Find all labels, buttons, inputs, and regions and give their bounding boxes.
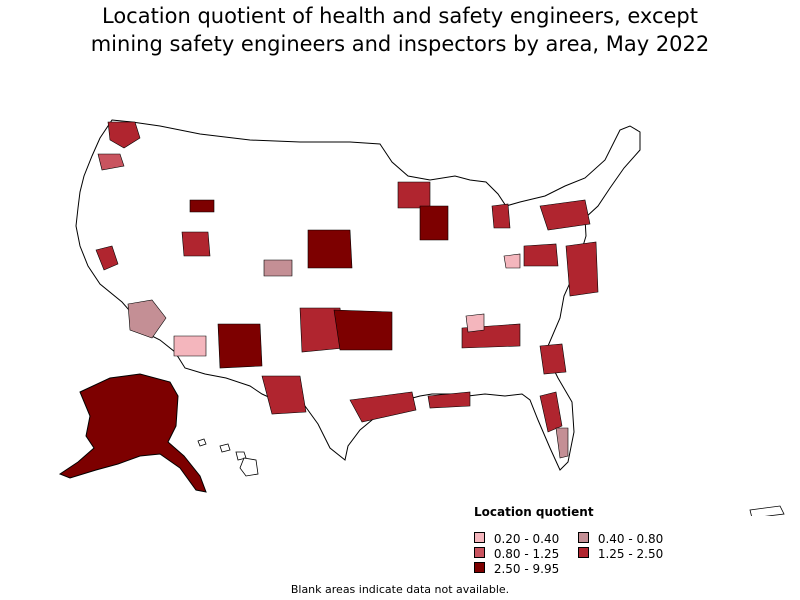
hawaii	[197, 438, 259, 477]
region-gulf-coast	[427, 391, 471, 409]
legend-swatch-2	[474, 547, 485, 558]
legend-label-0: 0.20 - 0.40	[493, 531, 560, 546]
region-nevada-west	[95, 245, 119, 271]
region-texas-coast	[349, 391, 417, 423]
region-kansas-west	[307, 229, 353, 269]
region-oklahoma	[333, 309, 393, 351]
us-map-svg	[58, 119, 785, 519]
legend-item-1: 0.40 - 0.80	[578, 531, 664, 546]
legend-label-1: 0.40 - 0.80	[597, 531, 664, 546]
legend-item-0: 0.20 - 0.40	[474, 531, 560, 546]
region-oregon-north	[97, 153, 125, 171]
footnote: Blank areas indicate data not available.	[290, 583, 510, 596]
region-south-carolina	[539, 343, 567, 375]
legend: Location quotient 0.20 - 0.40 0.40 - 0.8…	[470, 505, 710, 577]
region-ohio-light	[503, 253, 521, 269]
region-new-mexico	[217, 323, 263, 369]
region-california-south	[127, 299, 167, 339]
legend-swatch-4	[474, 562, 485, 573]
legend-swatch-3	[578, 547, 589, 558]
legend-label-2: 0.80 - 1.25	[493, 546, 560, 561]
legend-swatch-1	[578, 532, 589, 543]
chart-title: Location quotient of health and safety e…	[0, 2, 800, 58]
chart-title-line-2: mining safety engineers and inspectors b…	[90, 32, 710, 56]
legend-title: Location quotient	[474, 505, 594, 519]
region-arizona-south	[173, 335, 207, 357]
legend-swatch-0	[474, 532, 485, 543]
chart-title-line-1: Location quotient of health and safety e…	[101, 4, 698, 28]
region-florida	[539, 391, 563, 433]
region-idaho	[189, 199, 215, 213]
region-minnesota-wisconsin	[397, 181, 431, 209]
region-florida-south	[555, 427, 569, 459]
region-washington	[107, 121, 141, 149]
puerto-rico	[749, 505, 785, 519]
region-texas-west	[261, 375, 307, 415]
legend-item-2: 0.80 - 1.25	[474, 546, 560, 561]
legend-label-4: 2.50 - 9.95	[493, 561, 560, 576]
region-illinois	[419, 205, 449, 241]
us-map	[0, 96, 800, 519]
legend-label-3: 1.25 - 2.50	[597, 546, 664, 561]
region-colorado	[263, 259, 293, 277]
alaska	[58, 373, 207, 493]
legend-item-3: 1.25 - 2.50	[578, 546, 664, 561]
region-northeast	[539, 199, 591, 231]
legend-item-4: 2.50 - 9.95	[474, 561, 560, 576]
region-michigan	[491, 203, 511, 229]
region-ohio	[523, 243, 559, 267]
region-utah-north	[181, 231, 211, 257]
region-mid-atlantic	[565, 241, 599, 297]
region-kentucky-light	[465, 313, 485, 333]
